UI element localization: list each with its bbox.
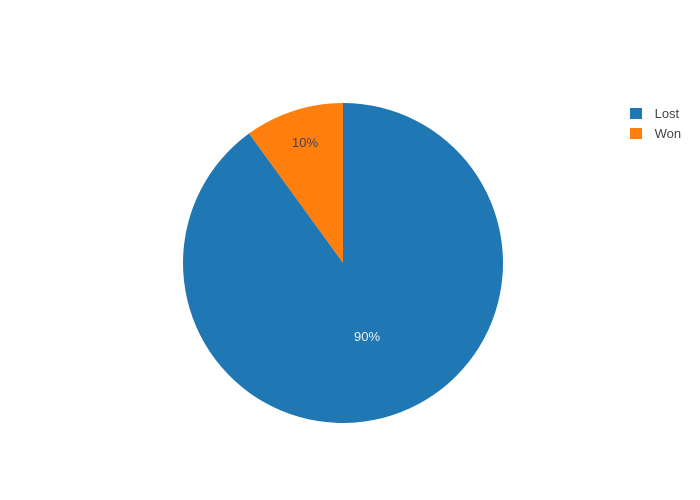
svg-text:90%: 90% (354, 329, 380, 344)
svg-text:10%: 10% (292, 135, 318, 150)
